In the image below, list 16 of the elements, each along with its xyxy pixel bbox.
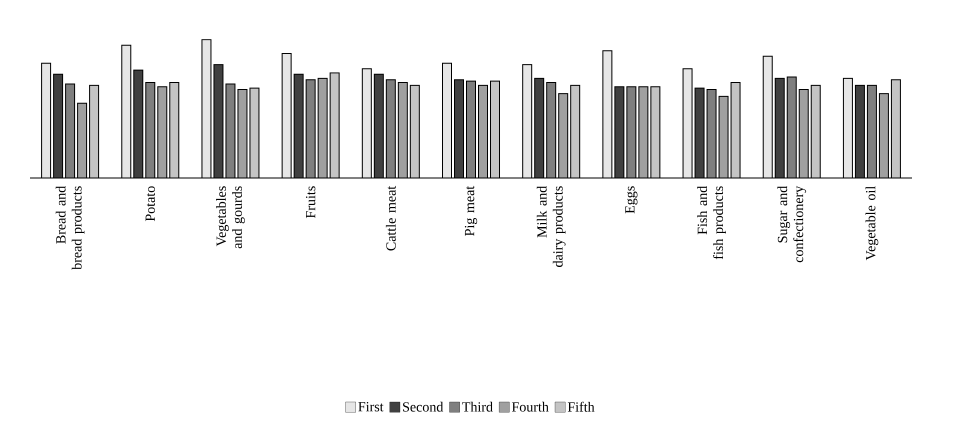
x-tick-label: Sugar and confectionery: [777, 186, 806, 262]
x-tick-label: Fruits: [306, 186, 316, 218]
x-tick-label: Eggs: [625, 186, 638, 214]
x-tick-label: Cattle meat: [386, 186, 396, 251]
x-tick-label: Pig meat: [464, 186, 478, 236]
legend-label: First: [358, 402, 384, 412]
x-tick-label: Potato: [146, 186, 155, 222]
x-tick-label: Fish and fish products: [697, 186, 726, 260]
x-tick-label: Vegetable oil: [866, 186, 878, 260]
legend-label: Fourth: [512, 402, 549, 412]
legend-label: Second: [403, 402, 444, 412]
legend-label: Fifth: [568, 402, 594, 412]
x-tick-label: Milk and dairy products: [536, 186, 566, 267]
legend-label: Third: [462, 402, 493, 412]
x-tick-label: Vegetables and gourds: [216, 186, 245, 248]
x-tick-label: Bread and bread products: [56, 186, 84, 270]
